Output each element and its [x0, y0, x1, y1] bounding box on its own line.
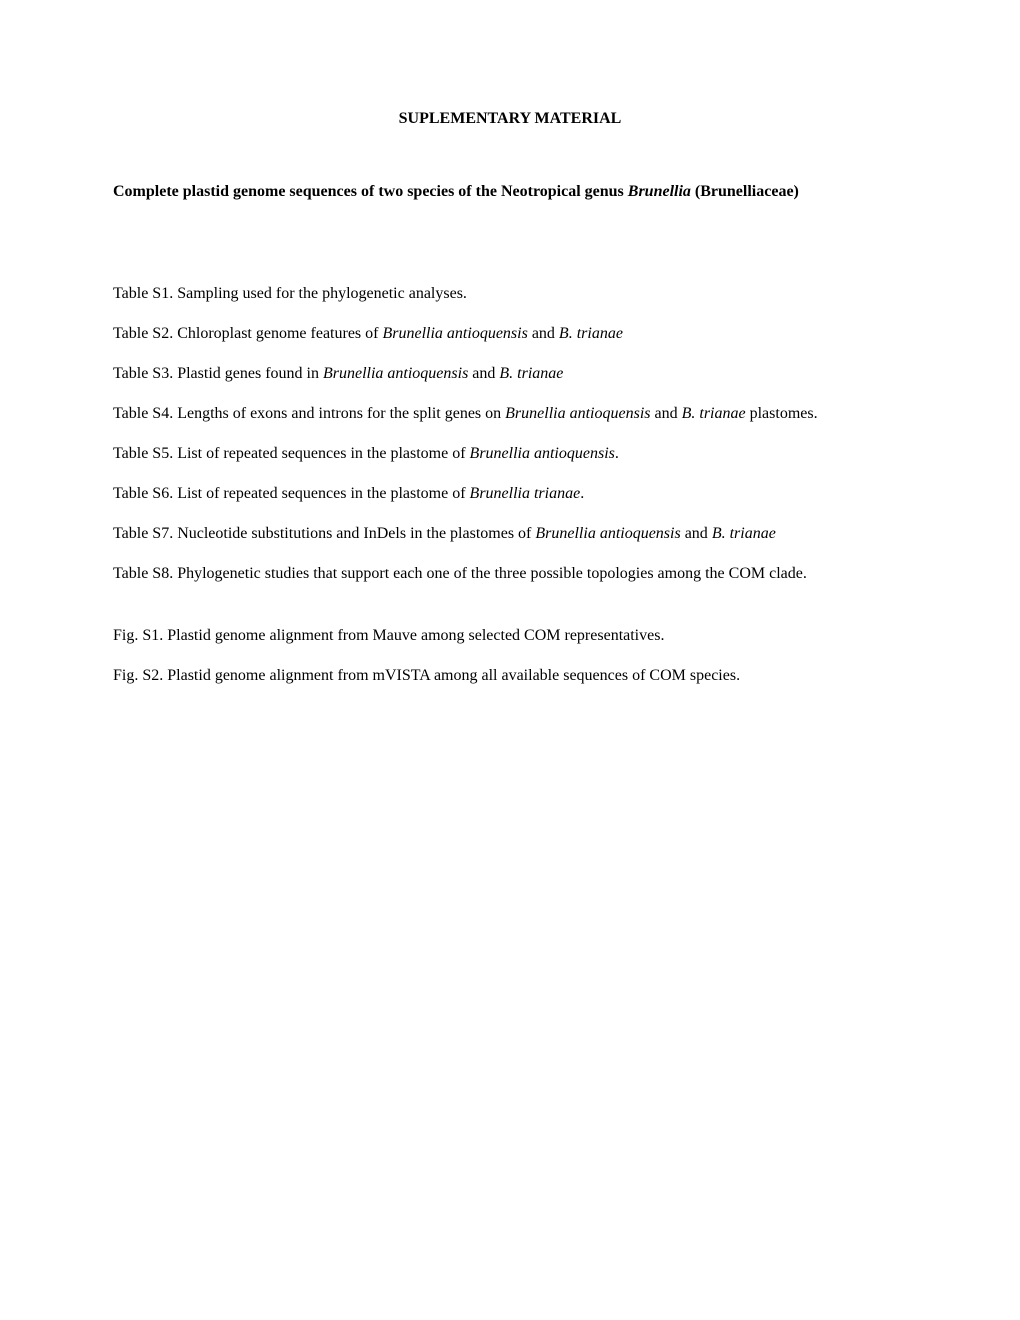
- table-s8-prefix: Table S8.: [113, 565, 177, 582]
- table-s7-italic2: B. trianae: [712, 525, 776, 542]
- table-s7-entry: Table S7. Nucleotide substitutions and I…: [113, 522, 907, 546]
- table-s6-prefix: Table S6.: [113, 485, 177, 502]
- table-s6-text1: List of repeated sequences in the plasto…: [177, 485, 469, 502]
- table-s3-prefix: Table S3.: [113, 365, 177, 382]
- table-s6-italic1: Brunellia trianae: [470, 485, 581, 502]
- figure-s1-entry: Fig. S1. Plastid genome alignment from M…: [113, 624, 907, 648]
- figure-section: Fig. S1. Plastid genome alignment from M…: [113, 624, 907, 688]
- table-s4-text1: Lengths of exons and introns for the spl…: [177, 405, 505, 422]
- table-s1-entry: Table S1. Sampling used for the phylogen…: [113, 282, 907, 306]
- table-s4-italic2: B. trianae: [682, 405, 746, 422]
- figure-s1-prefix: Fig. S1.: [113, 627, 167, 644]
- table-s5-entry: Table S5. List of repeated sequences in …: [113, 442, 907, 466]
- table-s5-prefix: Table S5.: [113, 445, 177, 462]
- article-title: Complete plastid genome sequences of two…: [113, 180, 907, 204]
- figure-s1-text: Plastid genome alignment from Mauve amon…: [167, 627, 664, 644]
- header-title-text: SUPLEMENTARY MATERIAL: [399, 110, 622, 127]
- table-s5-text2: .: [615, 445, 619, 462]
- table-s2-text2: and: [528, 325, 559, 342]
- table-s7-text1: Nucleotide substitutions and InDels in t…: [177, 525, 535, 542]
- table-s4-entry: Table S4. Lengths of exons and introns f…: [113, 402, 907, 426]
- figure-s2-text: Plastid genome alignment from mVISTA amo…: [167, 667, 740, 684]
- table-s1-text: Sampling used for the phylogenetic analy…: [177, 285, 467, 302]
- table-s6-text2: .: [580, 485, 584, 502]
- table-s1-prefix: Table S1.: [113, 285, 177, 302]
- table-s7-prefix: Table S7.: [113, 525, 177, 542]
- table-s2-entry: Table S2. Chloroplast genome features of…: [113, 322, 907, 346]
- table-s6-entry: Table S6. List of repeated sequences in …: [113, 482, 907, 506]
- table-s4-prefix: Table S4.: [113, 405, 177, 422]
- table-s2-italic2: B. trianae: [559, 325, 623, 342]
- table-s7-italic1: Brunellia antioquensis: [535, 525, 680, 542]
- figure-s2-prefix: Fig. S2.: [113, 667, 167, 684]
- table-s5-italic1: Brunellia antioquensis: [470, 445, 615, 462]
- article-title-part2: (Brunelliaceae): [691, 183, 799, 200]
- table-s4-text3: plastomes.: [746, 405, 818, 422]
- table-s4-italic1: Brunellia antioquensis: [505, 405, 650, 422]
- table-s3-text1: Plastid genes found in: [177, 365, 323, 382]
- table-s8-entry: Table S8. Phylogenetic studies that supp…: [113, 562, 907, 586]
- table-s3-entry: Table S3. Plastid genes found in Brunell…: [113, 362, 907, 386]
- table-s7-text2: and: [681, 525, 712, 542]
- article-title-part1: Complete plastid genome sequences of two…: [113, 183, 628, 200]
- table-s8-text: Phylogenetic studies that support each o…: [177, 565, 807, 582]
- table-s3-italic1: Brunellia antioquensis: [323, 365, 468, 382]
- article-title-italic: Brunellia: [628, 183, 691, 200]
- table-s2-italic1: Brunellia antioquensis: [382, 325, 527, 342]
- table-s2-prefix: Table S2.: [113, 325, 177, 342]
- table-s5-text1: List of repeated sequences in the plasto…: [177, 445, 469, 462]
- figure-s2-entry: Fig. S2. Plastid genome alignment from m…: [113, 664, 907, 688]
- table-s4-text2: and: [650, 405, 681, 422]
- table-s2-text1: Chloroplast genome features of: [177, 325, 382, 342]
- table-s3-italic2: B. trianae: [499, 365, 563, 382]
- header-title: SUPLEMENTARY MATERIAL: [113, 110, 907, 128]
- table-s3-text2: and: [468, 365, 499, 382]
